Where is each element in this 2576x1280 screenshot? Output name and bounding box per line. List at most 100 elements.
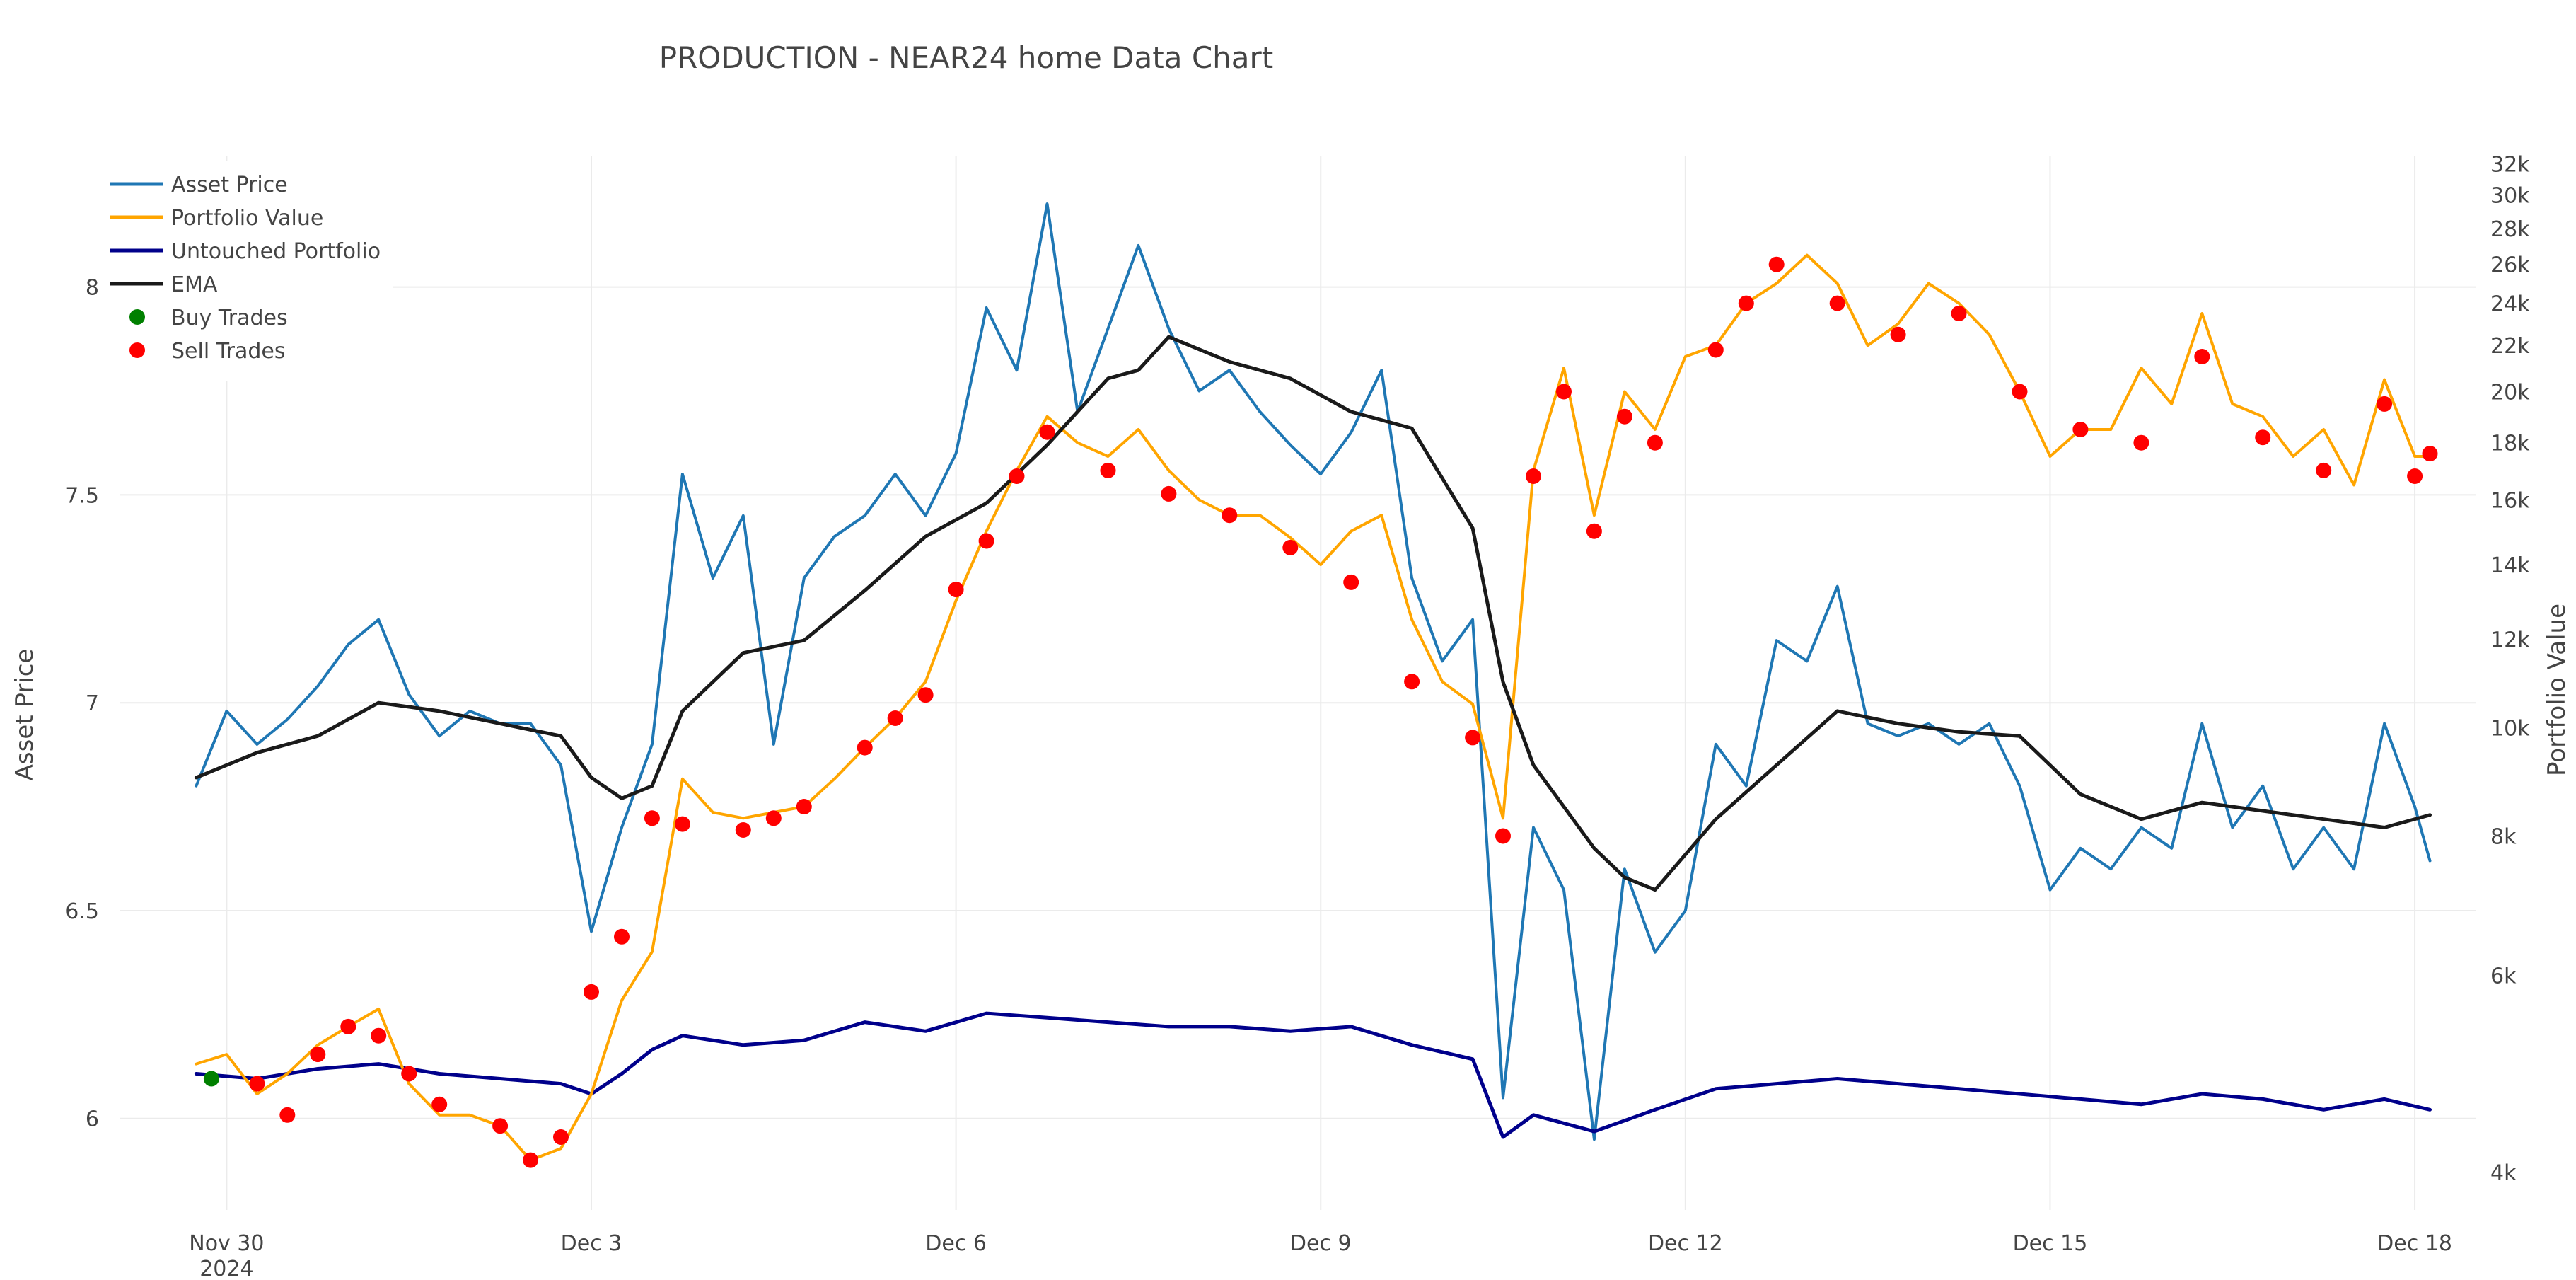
sell-trade-marker xyxy=(2194,349,2210,364)
series-line-asset-price xyxy=(195,202,2432,1141)
y2-axis-title: Portfolio Value xyxy=(2543,604,2571,776)
y2-tick-label: 12k xyxy=(2490,628,2530,653)
sell-trade-marker xyxy=(340,1018,356,1034)
sell-trade-marker xyxy=(1039,424,1055,440)
series-line-ema xyxy=(194,335,2432,892)
x-tick-label: Dec 12 xyxy=(1648,1231,1723,1256)
sell-trade-marker xyxy=(1647,434,1663,451)
sell-trade-marker xyxy=(1343,574,1359,590)
series-line-untouched-portfolio xyxy=(194,1011,2432,1139)
sell-trade-marker xyxy=(1282,539,1299,555)
sell-trade-marker xyxy=(249,1076,265,1092)
y-axis-left: 6 6.5 7 7.5 8 xyxy=(65,276,99,1132)
legend-label: Buy Trades xyxy=(171,306,288,330)
y2-tick-label: 10k xyxy=(2490,717,2530,742)
sell-trade-marker xyxy=(279,1107,296,1123)
x-tick-label: Dec 15 xyxy=(2013,1231,2088,1256)
y2-tick-label: 16k xyxy=(2490,488,2530,513)
sell-trade-marker xyxy=(1556,384,1572,400)
y2-tick-label: 20k xyxy=(2490,381,2530,405)
sell-trade-marker xyxy=(1616,408,1632,425)
sell-trade-marker xyxy=(978,533,994,549)
sell-trade-marker xyxy=(2012,384,2028,400)
x-tick-sublabel: 2024 xyxy=(199,1257,253,1280)
y2-tick-label: 32k xyxy=(2490,152,2530,177)
y2-tick-label: 14k xyxy=(2490,553,2530,578)
x-tick-label: Dec 3 xyxy=(561,1231,622,1256)
sell-trade-marker xyxy=(2255,429,2271,446)
legend-label: Asset Price xyxy=(171,173,288,197)
sell-trade-marker xyxy=(2377,396,2393,412)
x-tick-label: Dec 18 xyxy=(2377,1231,2452,1256)
y-tick-label: 6 xyxy=(86,1107,99,1132)
legend: Asset Price Portfolio Value Untouched Port… xyxy=(99,161,393,381)
legend-background xyxy=(99,161,393,381)
chart-title: PRODUCTION - NEAR24 home Data Chart xyxy=(659,40,1274,75)
series-lines xyxy=(194,202,2432,1162)
sell-trade-marker xyxy=(2422,446,2438,462)
y2-tick-label: 22k xyxy=(2490,334,2530,359)
legend-label: Sell Trades xyxy=(171,339,285,364)
sell-trade-marker xyxy=(1495,828,1511,844)
gridlines xyxy=(120,156,2476,1210)
sell-trade-marker xyxy=(1586,523,1602,539)
y-axis-title: Asset Price xyxy=(11,649,39,781)
sell-trade-marker xyxy=(310,1047,326,1063)
sell-trade-marker xyxy=(1951,306,1967,321)
sell-trade-marker xyxy=(765,810,782,826)
sell-trade-marker xyxy=(1404,674,1420,690)
sell-trade-marker xyxy=(644,810,660,826)
sell-trade-marker xyxy=(2072,422,2089,437)
sell-trade-marker xyxy=(371,1027,387,1044)
y2-tick-label: 6k xyxy=(2490,964,2517,989)
buy-trade-marker xyxy=(203,1071,219,1087)
legend-label: Untouched Portfolio xyxy=(171,239,381,264)
series-line-portfolio-value xyxy=(195,253,2432,1162)
sell-trade-marker xyxy=(1222,507,1238,524)
trade-markers xyxy=(203,256,2438,1168)
sell-trade-marker xyxy=(674,816,690,832)
y-axis-right: 4k 6k 8k 10k 12k 14k 16k 18k 20k 22k 24k 26k 28k 30k 3… xyxy=(2490,152,2530,1185)
x-tick-label: Nov 30 xyxy=(189,1231,264,1256)
sell-trade-marker xyxy=(1738,295,1754,311)
y-tick-label: 7 xyxy=(86,691,99,716)
sell-trade-marker xyxy=(857,739,873,756)
x-tick-label: Dec 9 xyxy=(1290,1231,1352,1256)
y2-tick-label: 8k xyxy=(2490,825,2517,850)
y-tick-label: 7.5 xyxy=(65,483,99,508)
sell-trade-marker xyxy=(2133,434,2149,451)
sell-trade-marker xyxy=(2407,468,2423,484)
sell-trade-marker xyxy=(948,582,964,598)
sell-trade-marker xyxy=(1465,730,1481,746)
sell-trade-marker xyxy=(1526,468,1541,484)
sell-trade-marker xyxy=(1707,342,1724,358)
sell-trade-marker xyxy=(735,822,751,838)
sell-trade-marker xyxy=(887,710,903,726)
sell-trade-marker xyxy=(1890,326,1906,342)
sell-trade-marker xyxy=(614,928,630,945)
y2-tick-label: 4k xyxy=(2490,1161,2517,1186)
sell-trade-marker xyxy=(492,1118,509,1134)
legend-marker xyxy=(129,309,145,325)
y-tick-label: 6.5 xyxy=(65,899,99,924)
sell-trade-marker xyxy=(917,687,934,703)
sell-trade-marker xyxy=(431,1096,448,1112)
legend-label: Portfolio Value xyxy=(171,206,323,231)
sell-trade-marker xyxy=(584,984,599,1000)
y-tick-label: 8 xyxy=(86,276,99,301)
sell-trade-marker xyxy=(1100,462,1116,478)
sell-trade-marker xyxy=(1768,256,1785,272)
y2-tick-label: 26k xyxy=(2490,253,2530,278)
y2-tick-label: 30k xyxy=(2490,184,2530,209)
sell-trade-marker xyxy=(1829,295,1845,311)
legend-marker xyxy=(129,342,145,358)
y2-tick-label: 18k xyxy=(2490,432,2530,456)
x-tick-label: Dec 6 xyxy=(925,1231,987,1256)
y2-tick-label: 28k xyxy=(2490,217,2530,242)
sell-trade-marker xyxy=(1161,485,1177,502)
sell-trade-marker xyxy=(2316,462,2332,478)
sell-trade-marker xyxy=(523,1152,539,1168)
